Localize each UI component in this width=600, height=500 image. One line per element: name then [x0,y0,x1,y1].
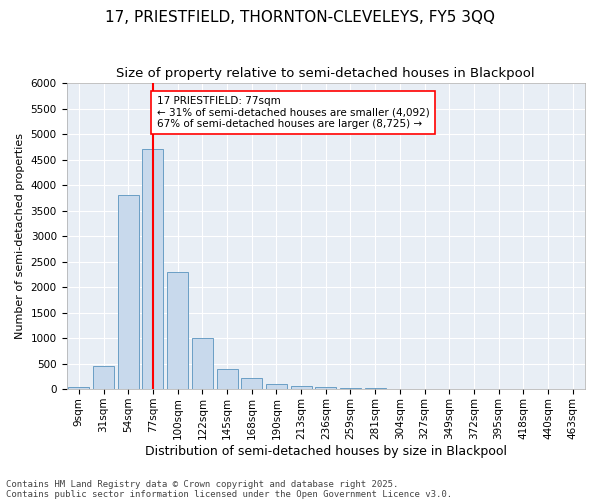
X-axis label: Distribution of semi-detached houses by size in Blackpool: Distribution of semi-detached houses by … [145,444,507,458]
Bar [93,366,114,389]
Bar [192,338,213,389]
Bar [266,384,287,389]
Bar [142,150,163,389]
Bar [340,388,361,389]
Bar [167,272,188,389]
Bar [118,196,139,389]
Text: Contains HM Land Registry data © Crown copyright and database right 2025.
Contai: Contains HM Land Registry data © Crown c… [6,480,452,499]
Bar [315,386,336,389]
Title: Size of property relative to semi-detached houses in Blackpool: Size of property relative to semi-detach… [116,68,535,80]
Bar [365,388,386,389]
Bar [241,378,262,389]
Bar [217,369,238,389]
Bar [68,386,89,389]
Text: 17 PRIESTFIELD: 77sqm
← 31% of semi-detached houses are smaller (4,092)
67% of s: 17 PRIESTFIELD: 77sqm ← 31% of semi-deta… [157,96,430,129]
Text: 17, PRIESTFIELD, THORNTON-CLEVELEYS, FY5 3QQ: 17, PRIESTFIELD, THORNTON-CLEVELEYS, FY5… [105,10,495,25]
Y-axis label: Number of semi-detached properties: Number of semi-detached properties [15,133,25,339]
Bar [290,386,311,389]
